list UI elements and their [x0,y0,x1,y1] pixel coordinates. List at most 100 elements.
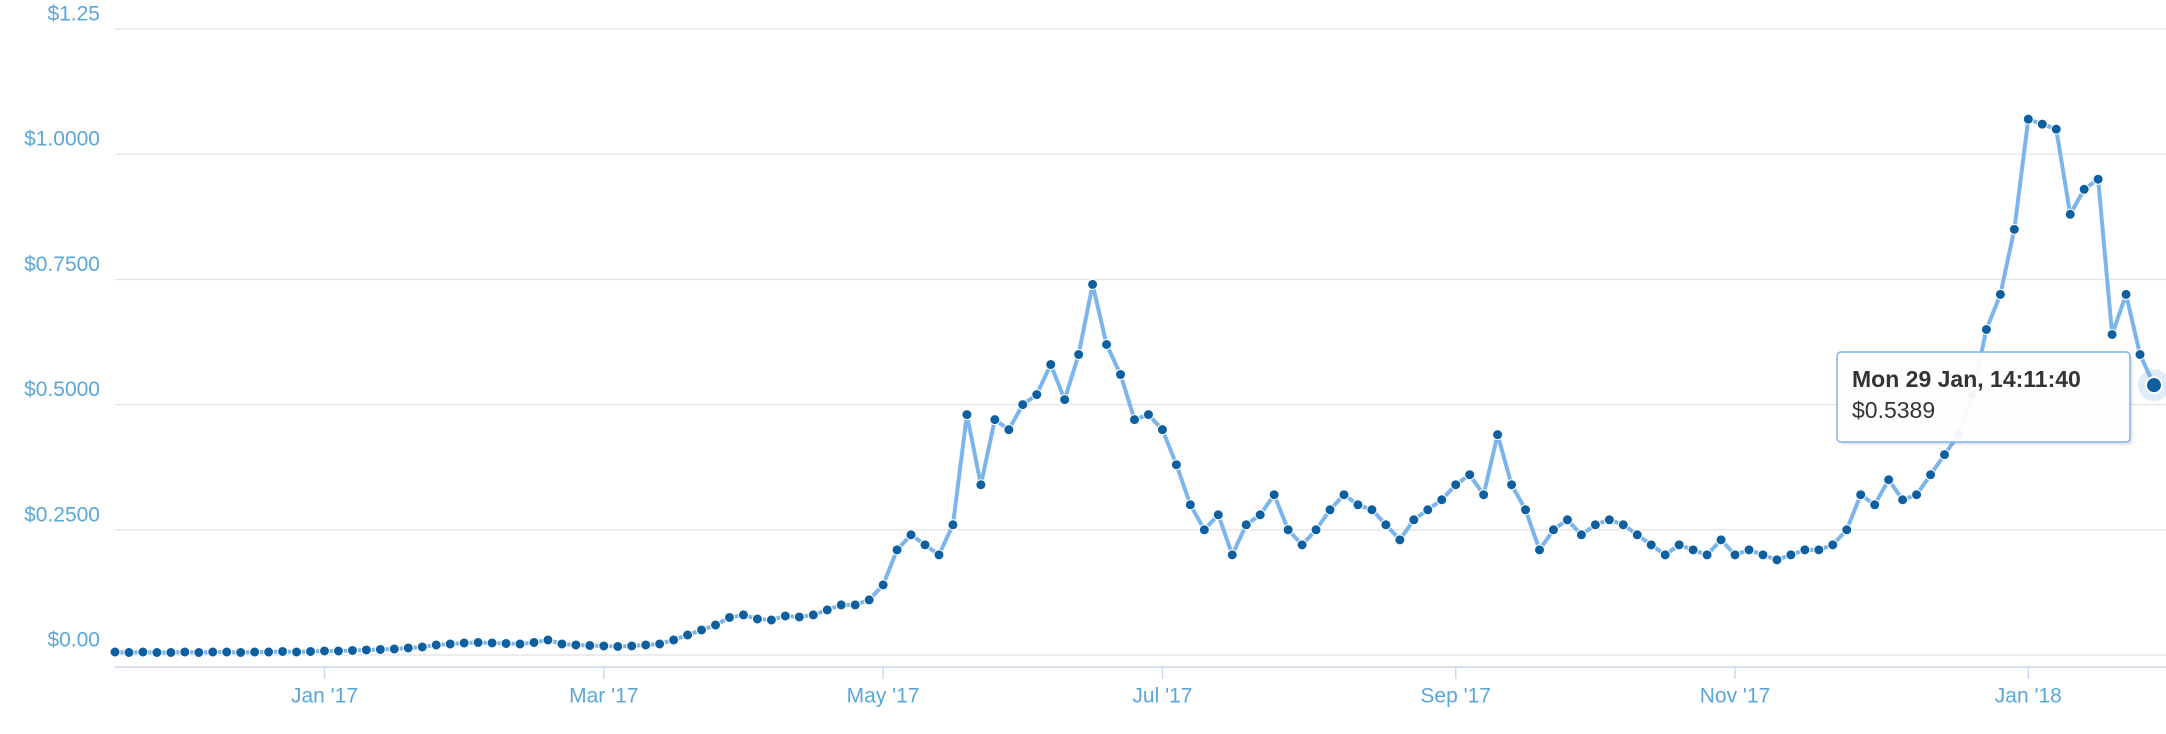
data-point [207,646,219,658]
data-point [500,637,512,649]
x-tick-label: Mar '17 [569,685,638,708]
data-point [793,611,805,623]
data-point [1785,549,1797,561]
data-point [919,539,931,551]
data-point [1561,514,1573,526]
data-point [1883,474,1895,486]
data-point [1939,449,1951,461]
data-point [179,646,191,658]
data-point [682,629,694,641]
data-point [2050,123,2062,135]
data-point [249,646,261,658]
data-point [765,614,777,626]
data-point [1478,489,1490,501]
data-point [1729,549,1741,561]
data-point [1366,504,1378,516]
data-point [1282,524,1294,536]
data-point [165,646,177,658]
data-point [1673,539,1685,551]
data-point [807,609,819,621]
data-point [891,544,903,556]
data-point [193,646,205,658]
data-point [1170,459,1182,471]
data-point [291,646,303,658]
data-point [835,599,847,611]
data-point [2134,349,2146,361]
x-tick-label: Nov '17 [1700,685,1771,708]
data-point [821,604,833,616]
data-point [2022,113,2034,125]
data-point [1645,539,1657,551]
data-point [1408,514,1420,526]
y-tick-label: $0.00 [47,629,100,652]
data-point [1897,494,1909,506]
data-point [542,634,554,646]
data-point [989,414,1001,426]
data-point [1198,524,1210,536]
data-point [1115,369,1127,381]
data-point [1855,489,1867,501]
x-tick-label: Sep '17 [1420,685,1491,708]
data-point [1603,514,1615,526]
data-point [1701,549,1713,561]
data-point [1338,489,1350,501]
data-point [332,645,344,657]
data-point [1659,549,1671,561]
y-tick-label: $0.7500 [24,253,100,276]
tooltip-title: Mon 29 Jan, 14:11:40 [1852,366,2081,392]
data-point [123,646,135,658]
data-point [863,594,875,606]
data-point [1352,499,1364,511]
y-tick-label: $1.25 [47,3,100,26]
data-point [654,638,666,650]
data-point [444,638,456,650]
x-tick-label: Jan '18 [1995,685,2062,708]
y-tick-label: $0.2500 [24,503,100,526]
data-point [1813,544,1825,556]
data-point [723,611,735,623]
data-point [2078,183,2090,195]
data-point [1268,489,1280,501]
data-point [318,645,330,657]
data-point [1715,534,1727,546]
data-point [1520,504,1532,516]
data-point [1589,519,1601,531]
data-point [1771,554,1783,566]
data-point [1757,549,1769,561]
data-point [1841,524,1853,536]
tooltip-value: $0.5389 [1852,397,1935,423]
data-point [1436,494,1448,506]
data-point [696,624,708,636]
data-point [2092,173,2104,185]
data-point [1310,524,1322,536]
data-point [1324,504,1336,516]
data-point [1073,349,1085,361]
data-point [277,645,289,657]
data-point [109,646,121,658]
data-point [402,642,414,654]
data-point [849,599,861,611]
data-point [472,636,484,648]
data-point [612,640,624,652]
data-point [263,646,275,658]
data-point [1631,529,1643,541]
data-point [1156,424,1168,436]
data-point [514,638,526,650]
data-point [710,619,722,631]
tooltip-box [1836,351,2131,443]
data-point [2064,208,2076,220]
data-point [1506,479,1518,491]
data-point [235,646,247,658]
data-point [388,643,400,655]
data-point [2036,118,2048,130]
data-point [1869,499,1881,511]
data-point [1031,389,1043,401]
data-point [1464,469,1476,481]
data-point [1394,534,1406,546]
data-point [933,549,945,561]
data-point [1212,509,1224,521]
data-point [1059,394,1071,406]
data-point [2106,328,2118,340]
data-point [2008,223,2020,235]
